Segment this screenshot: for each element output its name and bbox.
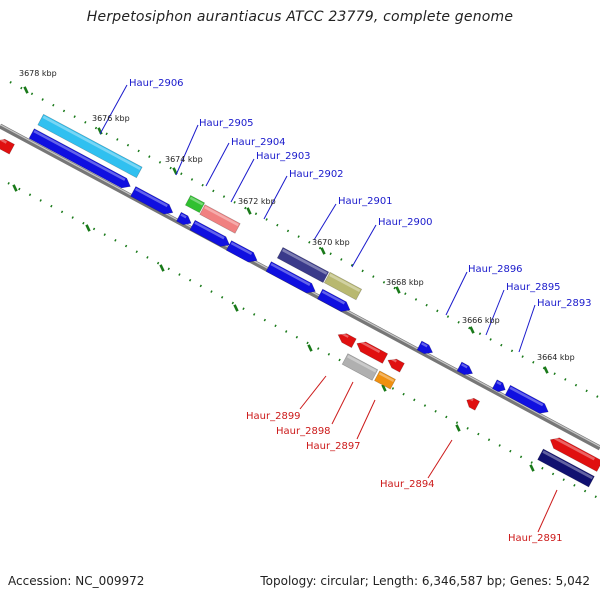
cds-2893 — [504, 384, 549, 414]
leader-line-forward — [351, 224, 377, 268]
gene-label-reverse[interactable]: Haur_2897 — [306, 441, 361, 452]
cds-2894 — [466, 397, 481, 411]
leader-line-forward — [205, 142, 230, 187]
kbp-label: 3668 kbp — [386, 278, 424, 287]
kbp-label: 3670 kbp — [312, 238, 350, 247]
cds-2898 — [356, 339, 389, 364]
leader-line-forward — [313, 203, 337, 241]
major-tick-top — [23, 86, 29, 94]
cds-2906-domain — [37, 113, 143, 179]
leader-line-reverse — [356, 399, 376, 440]
reverse-scale-dots — [7, 182, 600, 500]
major-tick-bottom — [159, 264, 165, 272]
kbp-labels: 3678 kbp 3676 kbp 3674 kbp 3672 kbp 3670 kbp… — [19, 69, 575, 362]
leader-line-reverse — [299, 375, 327, 410]
kbp-label: 3664 kbp — [537, 353, 575, 362]
major-tick-top — [172, 167, 178, 175]
major-tick-top — [320, 247, 326, 255]
cds-2896 — [416, 340, 434, 355]
accession-text: Accession: NC_009972 — [8, 574, 145, 588]
major-ticks — [12, 86, 549, 472]
leader-line-reverse — [427, 439, 453, 479]
leader-line-forward — [445, 271, 468, 316]
major-tick-bottom — [381, 384, 387, 392]
gene-label-forward[interactable]: Haur_2893 — [537, 298, 592, 309]
kbp-label: 3666 kbp — [462, 316, 500, 325]
forward-scale-dots — [9, 81, 600, 399]
gene-label-reverse[interactable]: Haur_2898 — [276, 426, 331, 437]
gene-label-forward[interactable]: Haur_2905 — [199, 118, 254, 129]
cds-2891 — [549, 435, 600, 472]
gene-label-forward[interactable]: Haur_2903 — [256, 151, 311, 162]
cds-2906 — [28, 128, 131, 189]
kbp-label: 3674 kbp — [165, 155, 203, 164]
cds-2901 — [265, 261, 316, 294]
leader-line-reverse — [537, 489, 558, 533]
cds-2897-domain — [374, 370, 396, 390]
major-tick-bottom — [529, 464, 535, 472]
cds-2900 — [317, 288, 351, 312]
leader-line-forward — [99, 84, 128, 135]
leader-line-forward — [230, 158, 255, 203]
major-tick-top — [395, 286, 401, 294]
kbp-label: 3678 kbp — [19, 69, 57, 78]
gene-label-forward[interactable]: Haur_2896 — [468, 264, 523, 275]
leader-line-forward — [263, 175, 288, 220]
cds-2895 — [456, 361, 474, 376]
major-tick-bottom — [12, 184, 18, 192]
cds-2905 — [130, 186, 174, 215]
gene-label-forward[interactable]: Haur_2901 — [338, 196, 393, 207]
gene-label-forward[interactable]: Haur_2904 — [231, 137, 286, 148]
major-tick-bottom — [85, 224, 91, 232]
kbp-label: 3672 kbp — [238, 197, 276, 206]
map-title: Herpetosiphon aurantiacus ATCC 23779, co… — [86, 9, 514, 25]
cds-2903 — [189, 219, 230, 247]
gene-label-forward[interactable]: Haur_2906 — [129, 78, 184, 89]
gene-label-forward[interactable]: Haur_2895 — [506, 282, 561, 293]
cds-2897 — [387, 357, 405, 373]
cds-2904 — [176, 211, 192, 226]
cds-2902 — [225, 240, 258, 263]
cds-2894b — [491, 379, 506, 393]
major-tick-top — [543, 366, 549, 374]
leader-line-forward — [175, 124, 199, 176]
gene-label-reverse[interactable]: Haur_2894 — [380, 479, 435, 490]
gene-labels: Haur_2906 Haur_2905 Haur_2904 Haur_2903 Haur… — [129, 78, 592, 544]
leader-line-reverse — [331, 381, 354, 425]
gene-label-forward[interactable]: Haur_2900 — [378, 217, 433, 228]
kbp-label: 3676 kbp — [92, 114, 130, 123]
major-tick-bottom — [307, 344, 313, 352]
cds-2905-domain — [184, 194, 206, 214]
major-tick-top — [469, 326, 475, 334]
leader-line-forward — [485, 289, 505, 336]
leader-line-forward — [518, 304, 536, 353]
cds-2900-domain — [323, 271, 363, 301]
cds-2899 — [337, 331, 357, 349]
gene-label-reverse[interactable]: Haur_2899 — [246, 411, 301, 422]
major-tick-bottom — [233, 304, 239, 312]
leader-lines — [99, 84, 558, 533]
cds-reverse-left — [0, 137, 15, 155]
topology-summary: Topology: circular; Length: 6,346,587 bp… — [260, 574, 590, 588]
major-tick-top — [246, 207, 252, 215]
major-tick-bottom — [455, 424, 461, 432]
cds-2901-domain — [276, 247, 330, 283]
gene-features — [0, 113, 600, 488]
gene-label-reverse[interactable]: Haur_2891 — [508, 533, 563, 544]
cds-2904-domain — [199, 204, 241, 234]
cds-2898-domain — [341, 353, 379, 381]
cds-2891-domain — [537, 448, 595, 488]
gene-label-forward[interactable]: Haur_2902 — [289, 169, 344, 180]
